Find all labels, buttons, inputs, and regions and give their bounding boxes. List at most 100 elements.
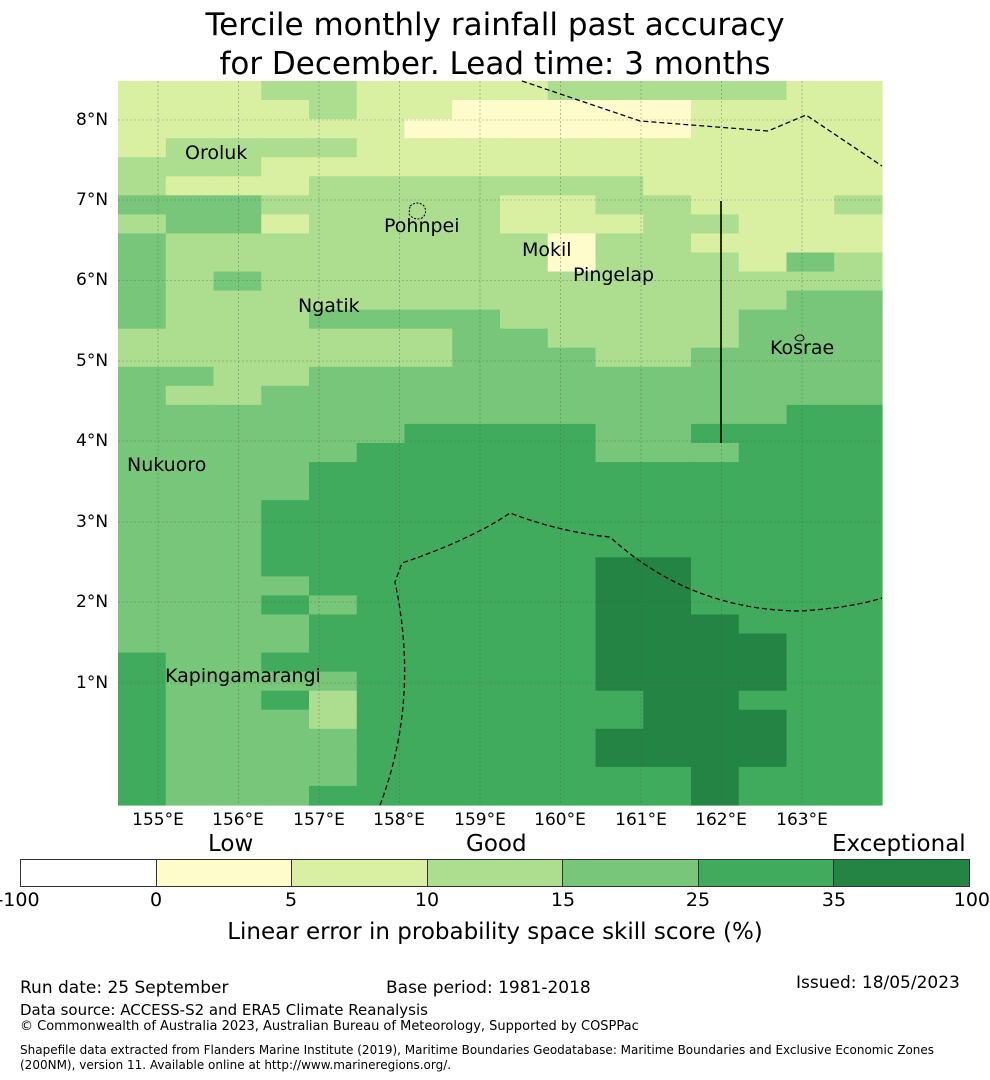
grid-cell [261, 195, 310, 215]
grid-cell [309, 538, 358, 558]
grid-cell [165, 233, 215, 254]
grid-cell [738, 538, 788, 558]
grid-cell [834, 500, 883, 520]
grid-cell [404, 500, 453, 520]
grid-cell [213, 119, 262, 139]
grid-cell [261, 214, 310, 235]
grid-cell [356, 404, 406, 425]
grid-cell [691, 462, 740, 482]
grid-cell [213, 423, 262, 444]
grid-cell [643, 690, 692, 711]
grid-cell [356, 366, 406, 387]
grid-cell [452, 633, 501, 654]
grid-cell [595, 500, 644, 520]
grid-cell [834, 195, 883, 215]
grid-cell [452, 481, 501, 501]
grid-cell [595, 423, 644, 444]
grid-cell [595, 671, 644, 692]
grid-cell [165, 138, 215, 158]
grid-cell [691, 119, 740, 139]
grid-cell [500, 481, 549, 501]
grid-cell [356, 309, 406, 330]
lon-label-163e: 163°E [776, 810, 828, 830]
grid-cell [738, 614, 788, 635]
category-good: Good [466, 831, 527, 857]
grid-cell [309, 366, 358, 387]
grid-cell [786, 481, 835, 501]
grid-cell [165, 652, 215, 673]
grid-cell [834, 233, 883, 254]
grid-cell [452, 119, 501, 139]
shapefile-credit-line-1: Shapefile data extracted from Flanders M… [20, 1043, 935, 1057]
grid-cell [404, 214, 453, 235]
grid-cell [118, 176, 167, 196]
grid-cell [404, 176, 453, 196]
grid-cell [118, 766, 167, 787]
grid-cell [213, 728, 262, 749]
grid-cell [547, 100, 597, 120]
grid-cell [452, 100, 501, 120]
grid-cell [738, 404, 788, 425]
place-label-pohnpei: Pohnpei [384, 215, 460, 237]
grid-cell [213, 633, 262, 654]
grid-cell [738, 595, 788, 616]
grid-cell [213, 481, 262, 501]
grid-cell [500, 119, 549, 139]
colorbar-segment-0 [21, 860, 157, 886]
grid-cell [165, 423, 215, 444]
grid-cell [595, 214, 644, 235]
grid-cell [452, 271, 501, 292]
grid-cell [500, 252, 549, 273]
grid-cell [786, 500, 835, 520]
grid-cell [165, 81, 215, 101]
grid-cell [118, 785, 167, 806]
grid-cell [309, 443, 358, 463]
grid-cell [500, 157, 549, 177]
grid-cell [643, 404, 692, 425]
grid-cell [309, 100, 358, 120]
grid-cell [834, 747, 883, 768]
grid-cell [834, 423, 883, 444]
grid-cell [738, 443, 788, 463]
grid-cell [643, 766, 692, 787]
grid-cell [595, 519, 644, 539]
lat-label-6n: 6°N [76, 270, 109, 290]
grid-cell [404, 576, 453, 597]
grid-cell [643, 309, 692, 330]
grid-cell [738, 195, 788, 215]
grid-cell [834, 690, 883, 711]
grid-cell [643, 595, 692, 616]
grid-cell [691, 423, 740, 444]
grid-cell [261, 785, 310, 806]
grid-cell [643, 385, 692, 406]
grid-cell [738, 138, 788, 158]
grid-cell [309, 557, 358, 577]
grid-cell [452, 233, 501, 254]
grid-cell [500, 652, 549, 673]
grid-cell [165, 671, 215, 692]
grid-cell [738, 214, 788, 235]
grid-cell [165, 690, 215, 711]
colorbar-segment-3 [427, 860, 564, 886]
grid-cell [261, 271, 310, 292]
grid-cell [643, 347, 692, 368]
lon-label-156e: 156°E [212, 810, 264, 830]
map-title-line-1: Tercile monthly rainfall past accuracy [205, 7, 785, 43]
grid-cell [118, 309, 167, 330]
colorbar-segment-6 [834, 860, 970, 886]
grid-cell [547, 404, 597, 425]
colorbar-tick-5: 5 [284, 889, 298, 911]
grid-cell [786, 385, 835, 406]
grid-cell [165, 709, 215, 730]
grid-cell [547, 290, 597, 311]
grid-cell [786, 747, 835, 768]
data-source: Data source: ACCESS-S2 and ERA5 Climate … [20, 1001, 428, 1019]
grid-cell [500, 728, 549, 749]
grid-cell [356, 462, 406, 482]
colorbar-tick-25: 25 [685, 889, 711, 911]
grid-cell [118, 633, 167, 654]
grid-cell [118, 538, 167, 558]
grid-cell [452, 81, 501, 101]
grid-cell [165, 100, 215, 120]
grid-cell [261, 557, 310, 577]
